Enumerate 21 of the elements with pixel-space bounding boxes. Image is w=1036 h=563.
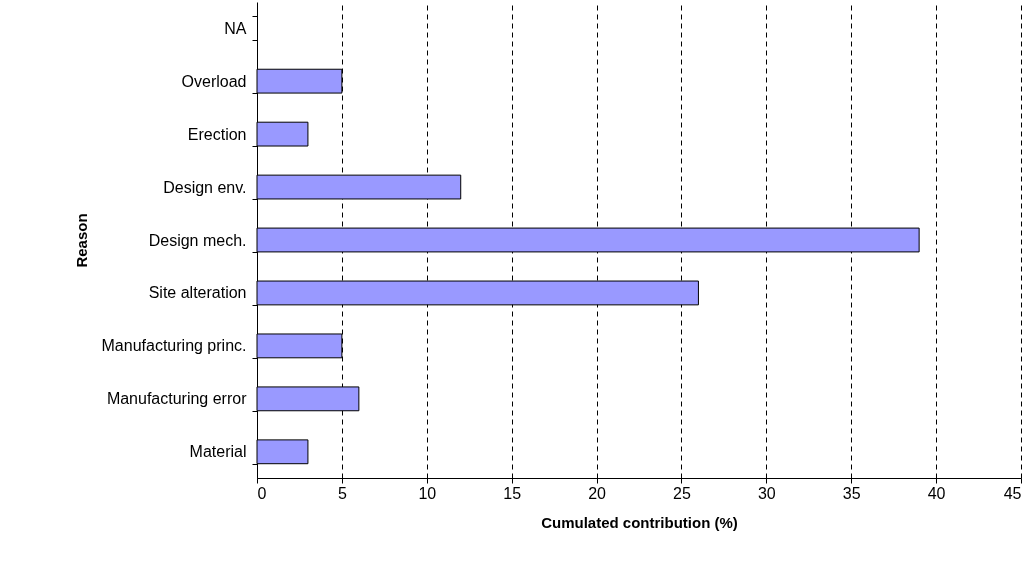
y-tick-label: Manufacturing error [106, 390, 248, 408]
y-tick-label: Erection [187, 125, 247, 143]
y-tick-label: Overload [181, 72, 247, 90]
x-tick-label: 10 [418, 484, 437, 502]
x-tick-label: 0 [257, 484, 267, 502]
y-tick-label: Design mech. [148, 231, 247, 249]
x-tick-label: 30 [757, 484, 776, 502]
x-tick-label: 15 [503, 484, 522, 502]
y-tick-label: Manufacturing princ. [101, 337, 247, 355]
x-tick-label: 20 [588, 484, 607, 502]
x-tick-label: 25 [673, 484, 691, 502]
y-tick-label: Material [189, 443, 247, 461]
x-tick-label: 35 [842, 484, 861, 502]
x-tick-label: 45 [1003, 484, 1022, 502]
x-tick-label: 40 [927, 484, 946, 502]
y-tick-label: NA [224, 19, 247, 37]
x-tick-label: 5 [337, 484, 347, 502]
y-tick-label: Design env. [163, 178, 247, 196]
y-tick-label: Site alteration [148, 284, 247, 302]
y-axis-title: Reason [72, 213, 90, 268]
x-axis-title: Cumulated contribution (%) [541, 513, 738, 531]
